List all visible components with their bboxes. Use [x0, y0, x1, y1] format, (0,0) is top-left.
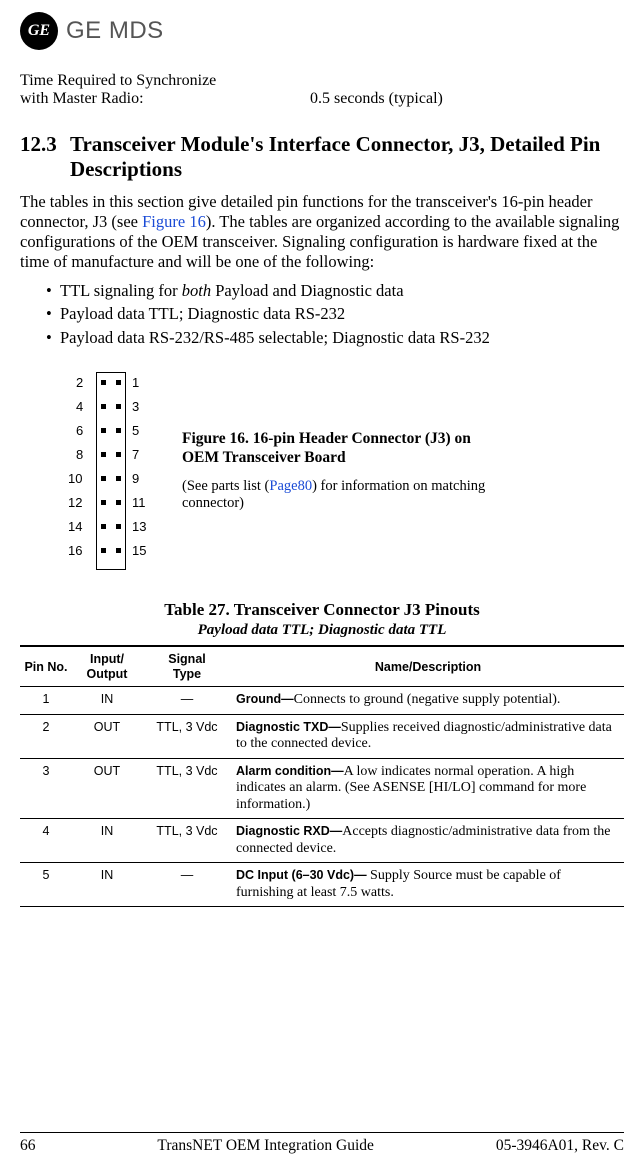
th-desc: Name/Description: [232, 646, 624, 686]
pin-dot: [116, 548, 121, 553]
pin-label-1: 1: [132, 375, 139, 390]
pin-label-2: 2: [76, 375, 83, 390]
pin-dot: [101, 452, 106, 457]
section-number: 12.3: [20, 132, 70, 182]
pin-label-13: 13: [132, 519, 146, 534]
cell-sig: TTL, 3 Vdc: [142, 714, 232, 758]
figure-link[interactable]: Figure 16: [142, 212, 206, 231]
pin-dot: [116, 524, 121, 529]
section-heading: 12.3 Transceiver Module's Interface Conn…: [20, 132, 624, 182]
page-link[interactable]: Page80: [269, 478, 312, 494]
bullet-3: Payload data RS-232/RS-485 selectable; D…: [46, 328, 624, 349]
cell-io: OUT: [72, 758, 142, 819]
figure-note: (See parts list (Page80) for information…: [182, 478, 492, 513]
pin-dot: [101, 548, 106, 553]
pin-label-12: 12: [68, 495, 82, 510]
table-title: Table 27. Transceiver Connector J3 Pinou…: [20, 600, 624, 620]
table-header-row: Pin No. Input/Output SignalType Name/Des…: [20, 646, 624, 686]
th-sig: SignalType: [142, 646, 232, 686]
cell-desc: Ground—Connects to ground (negative supp…: [232, 687, 624, 715]
cell-sig: —: [142, 687, 232, 715]
pin-label-4: 4: [76, 399, 83, 414]
cell-desc: DC Input (6–30 Vdc)— Supply Source must …: [232, 863, 624, 907]
pin-label-16: 16: [68, 543, 82, 558]
cell-pin: 2: [20, 714, 72, 758]
spec-label: Time Required to Synchronize with Master…: [20, 72, 310, 108]
pin-label-15: 15: [132, 543, 146, 558]
cell-io: OUT: [72, 714, 142, 758]
cell-io: IN: [72, 819, 142, 863]
pinout-table: Pin No. Input/Output SignalType Name/Des…: [20, 645, 624, 907]
table-row: 5 IN — DC Input (6–30 Vdc)— Supply Sourc…: [20, 863, 624, 907]
cell-pin: 4: [20, 819, 72, 863]
pin-label-8: 8: [76, 447, 83, 462]
brand-header: GE GE MDS: [20, 12, 624, 50]
figure-16: 2 4 6 8 10 12 14 16 1 3 5 7 9 11 13 15 F…: [80, 372, 624, 570]
ge-logo-icon: GE: [20, 12, 58, 50]
pin-dot: [116, 380, 121, 385]
pin-dot: [116, 500, 121, 505]
bullet-1b: Payload and Diagnostic data: [211, 281, 403, 300]
pin-dot: [116, 476, 121, 481]
figure-caption: Figure 16. 16-pin Header Connector (J3) …: [182, 430, 492, 512]
pin-label-9: 9: [132, 471, 139, 486]
figure-note-a: (See parts list (: [182, 478, 269, 494]
cell-io: IN: [72, 863, 142, 907]
pin-dot: [101, 380, 106, 385]
table-subtitle: Payload data TTL; Diagnostic data TTL: [20, 622, 624, 639]
table-row: 4 IN TTL, 3 Vdc Diagnostic RXD—Accepts d…: [20, 819, 624, 863]
cell-pin: 5: [20, 863, 72, 907]
bullet-1a: TTL signaling for: [60, 281, 182, 300]
table-row: 2 OUT TTL, 3 Vdc Diagnostic TXD—Supplies…: [20, 714, 624, 758]
th-io: Input/Output: [72, 646, 142, 686]
pin-label-14: 14: [68, 519, 82, 534]
cell-sig: —: [142, 863, 232, 907]
pin-dot: [116, 428, 121, 433]
connector-diagram: 2 4 6 8 10 12 14 16 1 3 5 7 9 11 13 15: [80, 372, 142, 570]
page-footer: 66 TransNET OEM Integration Guide 05-394…: [20, 1132, 624, 1155]
pin-dot: [101, 404, 106, 409]
bullet-1-em: both: [182, 281, 211, 300]
cell-io: IN: [72, 687, 142, 715]
spec-row: Time Required to Synchronize with Master…: [20, 72, 624, 108]
pin-dot: [101, 500, 106, 505]
bullet-1: TTL signaling for both Payload and Diagn…: [46, 281, 624, 302]
pin-label-3: 3: [132, 399, 139, 414]
th-pin: Pin No.: [20, 646, 72, 686]
footer-right: 05-3946A01, Rev. C: [496, 1137, 624, 1155]
config-bullets: TTL signaling for both Payload and Diagn…: [46, 281, 624, 349]
table-row: 3 OUT TTL, 3 Vdc Alarm condition—A low i…: [20, 758, 624, 819]
cell-desc: Diagnostic TXD—Supplies received diagnos…: [232, 714, 624, 758]
spec-value: 0.5 seconds (typical): [310, 90, 443, 108]
cell-sig: TTL, 3 Vdc: [142, 758, 232, 819]
figure-title: Figure 16. 16-pin Header Connector (J3) …: [182, 430, 492, 467]
pin-dot: [116, 404, 121, 409]
pin-label-11: 11: [132, 495, 146, 510]
connector-box: [96, 372, 126, 570]
cell-pin: 1: [20, 687, 72, 715]
pin-dot: [101, 524, 106, 529]
section-title: Transceiver Module's Interface Connector…: [70, 132, 624, 182]
pin-dot: [101, 476, 106, 481]
intro-paragraph: The tables in this section give detailed…: [20, 192, 624, 273]
cell-pin: 3: [20, 758, 72, 819]
pin-label-5: 5: [132, 423, 139, 438]
pin-dot: [101, 428, 106, 433]
cell-desc: Alarm condition—A low indicates normal o…: [232, 758, 624, 819]
spec-label-line2: with Master Radio:: [20, 90, 144, 107]
table-row: 1 IN — Ground—Connects to ground (negati…: [20, 687, 624, 715]
pin-dot: [116, 452, 121, 457]
brand-name: GE MDS: [66, 17, 164, 45]
spec-label-line1: Time Required to Synchronize: [20, 72, 216, 89]
pin-label-6: 6: [76, 423, 83, 438]
pin-label-7: 7: [132, 447, 139, 462]
footer-center: TransNET OEM Integration Guide: [157, 1137, 374, 1155]
bullet-2: Payload data TTL; Diagnostic data RS-232: [46, 304, 624, 325]
pin-label-10: 10: [68, 471, 82, 486]
cell-desc: Diagnostic RXD—Accepts diagnostic/admini…: [232, 819, 624, 863]
footer-page: 66: [20, 1137, 36, 1155]
cell-sig: TTL, 3 Vdc: [142, 819, 232, 863]
